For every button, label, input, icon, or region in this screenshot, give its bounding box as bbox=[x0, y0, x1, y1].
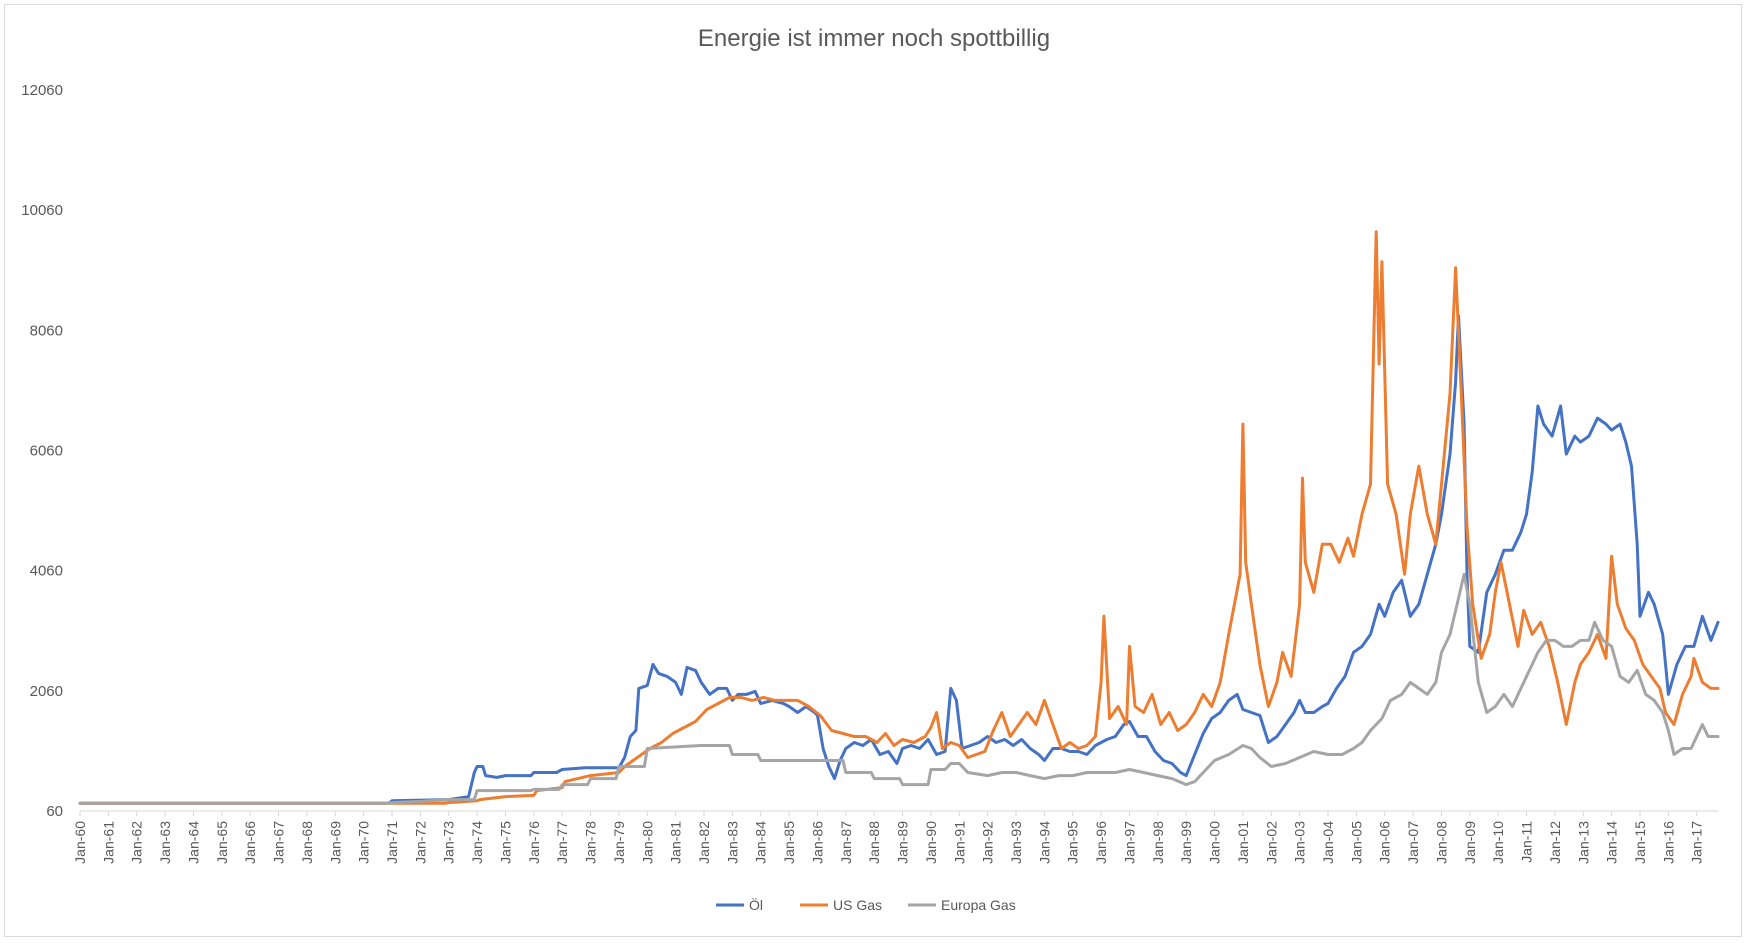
y-tick-label: 6060 bbox=[30, 443, 63, 460]
x-tick-label: Jan-07 bbox=[1405, 821, 1421, 864]
x-tick-label: Jan-93 bbox=[1008, 821, 1024, 864]
x-tick-label: Jan-16 bbox=[1660, 821, 1676, 864]
x-tick-label: Jan-78 bbox=[583, 821, 599, 864]
x-tick-label: Jan-13 bbox=[1575, 821, 1591, 864]
x-tick-label: Jan-11 bbox=[1519, 821, 1535, 863]
y-tick-label: 2060 bbox=[30, 683, 63, 700]
x-tick-label: Jan-90 bbox=[923, 821, 939, 864]
x-tick-label: Jan-86 bbox=[809, 821, 825, 864]
x-axis: Jan-60 Jan-61 Jan-62 Jan-63 Jan-64 Jan-65 Jan-… bbox=[72, 810, 1718, 864]
x-tick-label: Jan-12 bbox=[1547, 821, 1563, 864]
x-tick-label: Jan-94 bbox=[1036, 821, 1052, 864]
x-tick-label: Jan-60 bbox=[72, 821, 88, 864]
x-tick-label: Jan-92 bbox=[980, 821, 996, 864]
y-tick-label: 4060 bbox=[30, 563, 63, 580]
x-tick-label: Jan-01 bbox=[1235, 821, 1251, 864]
x-tick-label: Jan-84 bbox=[753, 821, 769, 864]
x-tick-label: Jan-69 bbox=[327, 821, 343, 864]
x-tick-label: Jan-64 bbox=[185, 821, 201, 864]
x-tick-label: Jan-10 bbox=[1490, 821, 1506, 864]
x-tick-label: Jan-80 bbox=[639, 821, 655, 864]
x-tick-label: Jan-08 bbox=[1433, 821, 1449, 864]
x-tick-label: Jan-81 bbox=[668, 821, 684, 864]
x-tick-label: Jan-03 bbox=[1292, 821, 1308, 864]
x-tick-label: Jan-00 bbox=[1207, 821, 1223, 864]
x-tick-label: Jan-83 bbox=[724, 821, 740, 864]
x-tick-label: Jan-68 bbox=[299, 821, 315, 864]
x-tick-label: Jan-99 bbox=[1178, 821, 1194, 864]
legend-label: Öl bbox=[749, 896, 763, 913]
chart-title: Energie ist immer noch spottbillig bbox=[698, 25, 1050, 52]
x-tick-label: Jan-06 bbox=[1377, 821, 1393, 864]
x-tick-label: Jan-04 bbox=[1320, 821, 1336, 864]
x-tick-label: Jan-89 bbox=[895, 821, 911, 864]
x-tick-label: Jan-73 bbox=[441, 821, 457, 864]
x-tick-label: Jan-95 bbox=[1065, 821, 1081, 864]
x-tick-label: Jan-67 bbox=[271, 821, 287, 864]
x-tick-label: Jan-87 bbox=[838, 821, 854, 864]
x-tick-label: Jan-15 bbox=[1632, 821, 1648, 864]
x-tick-label: Jan-65 bbox=[214, 821, 230, 864]
legend-label: US Gas bbox=[833, 897, 882, 913]
y-tick-label: 12060 bbox=[21, 82, 63, 99]
x-tick-label: Jan-75 bbox=[497, 821, 513, 864]
y-axis-ticks: 60 2060 4060 6060 8060 10060 12060 bbox=[21, 82, 63, 820]
x-tick-label: Jan-76 bbox=[526, 821, 542, 864]
x-tick-label: Jan-62 bbox=[129, 821, 145, 864]
x-tick-label: Jan-77 bbox=[554, 821, 570, 864]
x-tick-label: Jan-66 bbox=[242, 821, 258, 864]
series-lines bbox=[78, 230, 1720, 805]
x-tick-label: Jan-96 bbox=[1093, 821, 1109, 864]
x-tick-label: Jan-61 bbox=[100, 821, 116, 864]
x-tick-label: Jan-09 bbox=[1462, 821, 1478, 864]
series-line-0 bbox=[78, 314, 1720, 805]
x-tick-label: Jan-02 bbox=[1263, 821, 1279, 864]
series-line-2 bbox=[78, 572, 1720, 805]
x-tick-label: Jan-88 bbox=[866, 821, 882, 864]
series-line-1 bbox=[78, 230, 1720, 805]
x-tick-label: Jan-63 bbox=[157, 821, 173, 864]
x-tick-label: Jan-98 bbox=[1150, 821, 1166, 864]
x-tick-label: Jan-71 bbox=[384, 821, 400, 864]
x-tick-label: Jan-70 bbox=[356, 821, 372, 864]
x-tick-label: Jan-85 bbox=[781, 821, 797, 864]
legend: Öl US Gas Europa Gas bbox=[716, 896, 1016, 913]
x-tick-label: Jan-14 bbox=[1604, 821, 1620, 864]
chart-frame bbox=[4, 4, 1742, 937]
x-tick-label: Jan-82 bbox=[696, 821, 712, 864]
x-tick-label: Jan-72 bbox=[412, 821, 428, 864]
y-tick-label: 8060 bbox=[30, 322, 63, 339]
x-tick-label: Jan-79 bbox=[611, 821, 627, 864]
x-tick-label: Jan-74 bbox=[469, 821, 485, 864]
legend-label: Europa Gas bbox=[941, 897, 1016, 913]
x-tick-label: Jan-97 bbox=[1121, 821, 1137, 864]
x-tick-label: Jan-17 bbox=[1689, 821, 1705, 864]
y-tick-label: 60 bbox=[46, 803, 63, 820]
x-tick-label: Jan-05 bbox=[1348, 821, 1364, 864]
y-tick-label: 10060 bbox=[21, 202, 63, 219]
x-tick-label: Jan-91 bbox=[951, 821, 967, 864]
